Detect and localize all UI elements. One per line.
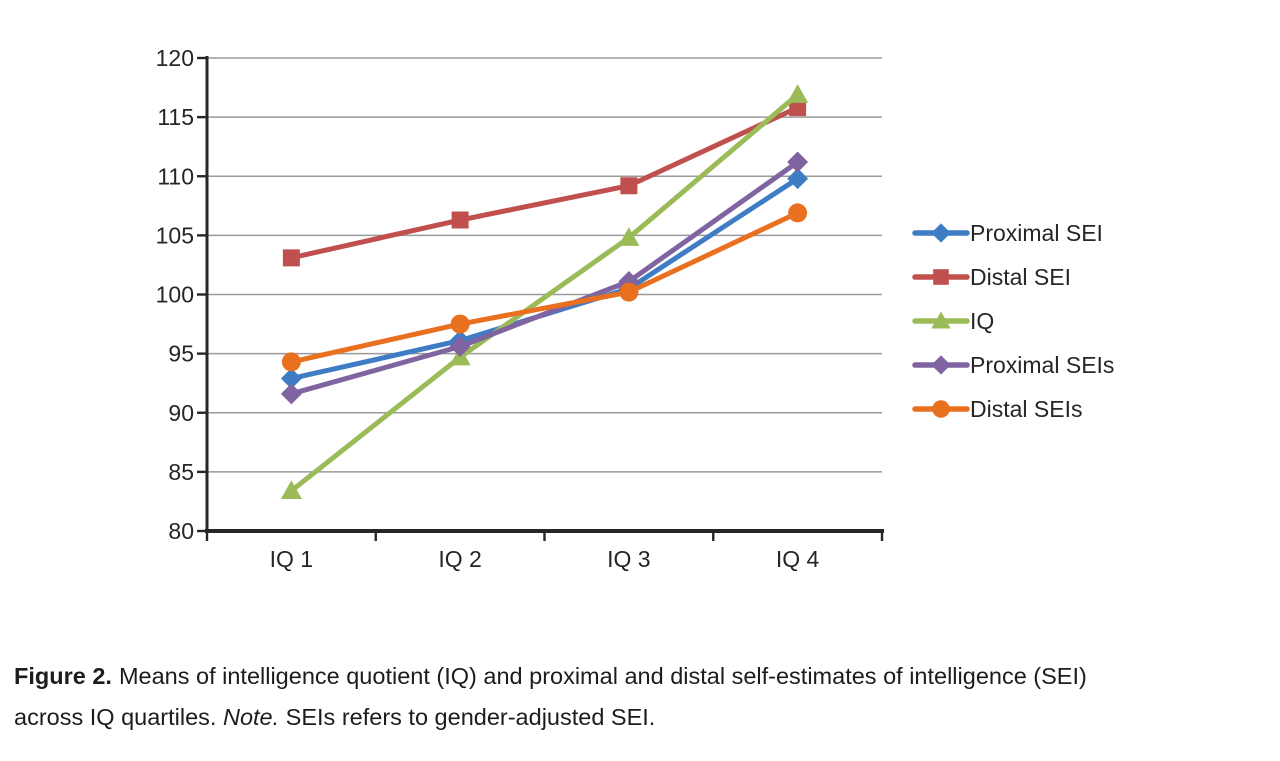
data-point-marker <box>789 99 807 117</box>
legend-item-distal-sei: Distal SEI <box>912 264 1071 290</box>
caption-line1-text: Means of intelligence quotient (IQ) and … <box>118 663 1087 689</box>
legend-label-distal-seis: Distal SEIs <box>970 396 1082 422</box>
caption-note-label: Note. <box>222 704 280 730</box>
data-point-marker <box>788 203 808 223</box>
series-line <box>288 176 801 381</box>
x-tick-label-IQ-2: IQ 2 <box>438 546 481 572</box>
legend-item-proximal-seis: Proximal SEIs <box>912 352 1114 378</box>
series-distal-sei <box>282 99 807 267</box>
data-point-marker <box>450 314 470 334</box>
y-tick-label-120: 120 <box>156 45 194 71</box>
y-tick-label-80: 80 <box>168 518 194 544</box>
legend-label-proximal-seis: Proximal SEIs <box>970 352 1114 378</box>
legend: Proximal SEI Distal SEI IQ Proximal SEIs Dis… <box>912 220 1114 422</box>
legend-item-distal-seis: Distal SEIs <box>912 396 1082 422</box>
data-point-marker <box>280 383 302 405</box>
data-point-marker <box>787 151 809 173</box>
series-line <box>288 105 801 261</box>
y-tick-label-85: 85 <box>168 459 194 485</box>
x-tick-label-IQ-4: IQ 4 <box>776 546 820 572</box>
caption-figure-label: Figure 2. <box>14 663 112 689</box>
series-line <box>288 210 801 365</box>
series-line <box>288 92 801 494</box>
y-tick-label-105: 105 <box>156 222 194 248</box>
caption-line2-text2: SEIs refers to gender-adjusted SEI. <box>279 704 656 730</box>
series-line <box>288 159 801 397</box>
y-tick-label-110: 110 <box>157 163 194 189</box>
data-point-marker <box>620 177 638 195</box>
legend-label-distal-sei: Distal SEI <box>970 264 1071 290</box>
data-point-marker <box>931 223 951 243</box>
gridlines <box>207 57 882 473</box>
series-distal-seis <box>281 203 808 372</box>
data-point-marker <box>451 211 469 229</box>
y-tick-label-90: 90 <box>168 400 194 426</box>
legend-label-proximal-sei: Proximal SEI <box>970 220 1103 246</box>
legend-item-proximal-sei: Proximal SEI <box>912 220 1103 246</box>
caption-line2-text1: across IQ quartiles. <box>14 704 223 730</box>
series-iq <box>280 84 809 499</box>
series-proximal-seis <box>280 151 809 405</box>
x-tick-label-IQ-3: IQ 3 <box>607 546 650 572</box>
caption-line-2: across IQ quartiles. Note. SEIs refers t… <box>14 697 1276 738</box>
data-point-marker <box>281 352 301 372</box>
data-point-marker <box>280 367 302 389</box>
data-point-marker <box>282 249 300 267</box>
data-point-marker <box>931 355 951 375</box>
caption-line-1: Figure 2. Means of intelligence quotient … <box>14 656 1276 697</box>
legend-label-iq: IQ <box>970 308 994 334</box>
data-point-marker <box>787 168 809 190</box>
y-tick-label-100: 100 <box>156 282 194 308</box>
data-point-marker <box>933 269 949 285</box>
line-chart: 80 85 90 95 100 105 110 115 120 IQ 1 IQ 2 IQ 3 IQ 4 P… <box>156 45 1115 572</box>
figure-caption: Figure 2. Means of intelligence quotient … <box>14 656 1276 738</box>
data-point-marker <box>787 84 809 103</box>
y-tick-label-95: 95 <box>168 341 194 367</box>
y-tick-label-115: 115 <box>157 104 194 130</box>
data-point-marker <box>932 400 950 418</box>
x-tick-label-IQ-1: IQ 1 <box>270 546 313 572</box>
axes: 80 85 90 95 100 105 110 115 120 IQ 1 IQ 2 IQ 3 IQ 4 <box>156 45 884 572</box>
legend-item-iq: IQ <box>912 308 994 334</box>
data-point-marker <box>449 336 471 358</box>
data-point-marker <box>280 480 302 499</box>
data-point-marker <box>619 282 639 302</box>
data-point-marker <box>618 227 640 246</box>
data-point-marker <box>931 311 951 329</box>
